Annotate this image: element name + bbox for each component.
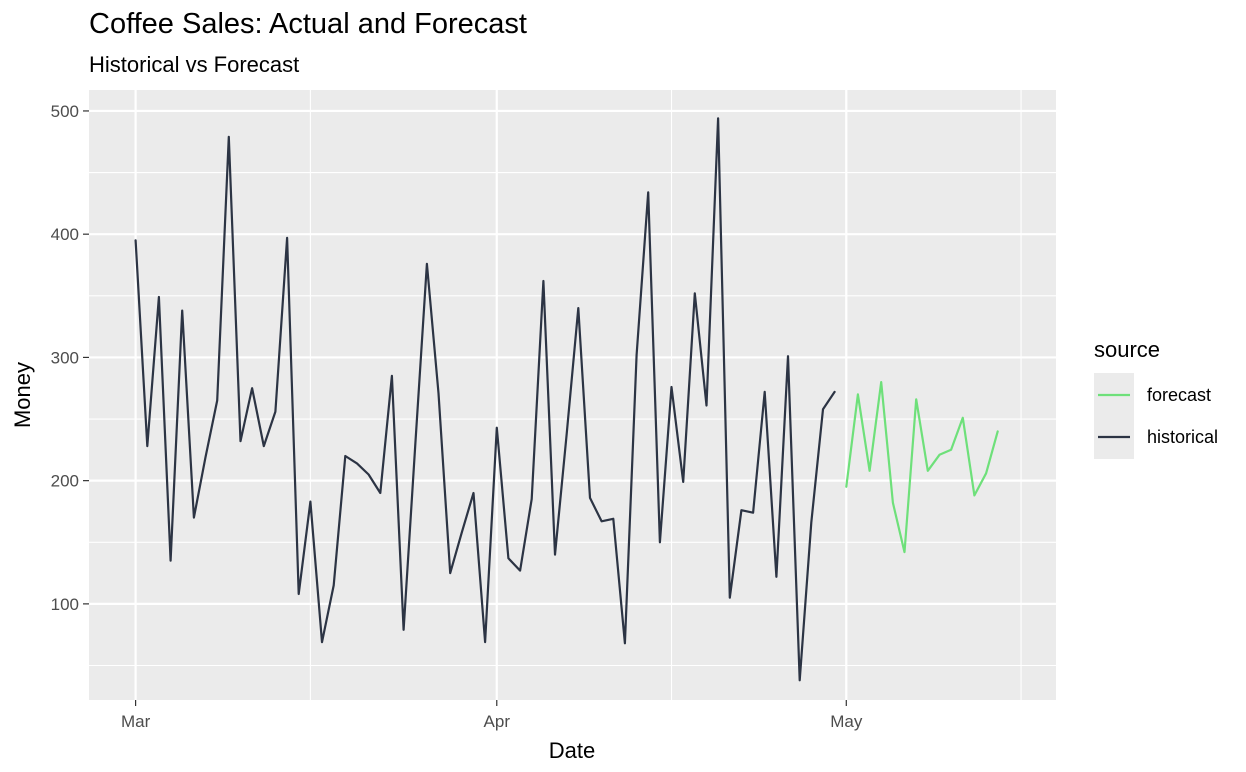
chart-title: Coffee Sales: Actual and Forecast <box>89 8 527 40</box>
series-line-forecast <box>845 381 999 554</box>
legend-title: source <box>1094 337 1160 362</box>
y-tick-label: 500 <box>51 102 79 121</box>
series-line-historical <box>134 117 836 682</box>
grid-minor <box>89 90 1056 700</box>
y-tick-label: 100 <box>51 595 79 614</box>
y-tick-label: 300 <box>51 348 79 367</box>
x-tick-label: Apr <box>484 712 511 731</box>
y-axis-label: Money <box>10 362 35 428</box>
plot-panel <box>89 90 1056 700</box>
legend-label-forecast: forecast <box>1147 385 1211 405</box>
y-axis: 100 200 300 400 500 <box>51 102 89 614</box>
x-axis: Mar Apr May <box>121 700 863 731</box>
legend-key-background <box>1094 373 1134 459</box>
y-tick-label: 400 <box>51 225 79 244</box>
legend-label-historical: historical <box>1147 427 1218 447</box>
chart-subtitle: Historical vs Forecast <box>89 52 299 77</box>
x-tick-label: Mar <box>121 712 151 731</box>
grid-major <box>89 90 1056 700</box>
x-axis-label: Date <box>549 738 595 763</box>
series-lines <box>134 117 999 682</box>
y-tick-label: 200 <box>51 472 79 491</box>
x-tick-label: May <box>830 712 863 731</box>
legend: source forecast historical <box>1094 337 1218 459</box>
